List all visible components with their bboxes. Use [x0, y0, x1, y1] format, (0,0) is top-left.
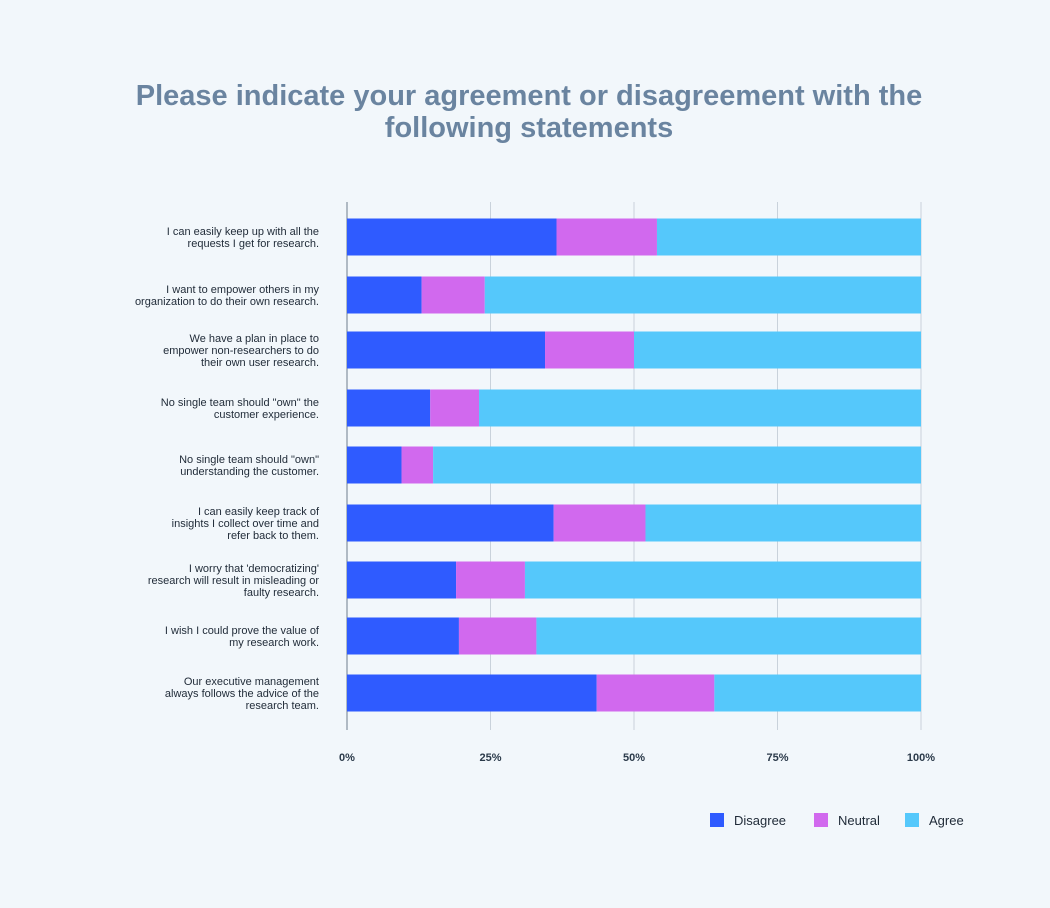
bar-agree-8	[536, 617, 921, 655]
category-label-line: empower non-researchers to do	[163, 345, 319, 357]
category-label-line: I want to empower others in my	[166, 284, 319, 296]
category-label-3: We have a plan in place to empower non-re…	[163, 333, 319, 369]
bar-agree-9	[714, 674, 921, 712]
bar-agree-7	[524, 561, 921, 599]
bar-neutral-7	[456, 561, 525, 599]
bar-neutral-4	[430, 389, 480, 427]
category-label-line: refer back to them.	[227, 530, 319, 542]
bar-agree-3	[634, 331, 921, 369]
bar-neutral-1	[556, 218, 657, 256]
x-tick-label-50: 50%	[623, 752, 645, 764]
legend: Disagree Neutral Agree	[710, 813, 964, 828]
category-label-line: organization to do their own research.	[135, 296, 319, 308]
category-label-line: I worry that 'democratizing'	[189, 563, 319, 575]
bar-disagree-4	[347, 389, 431, 427]
category-label-line: always follows the advice of the	[165, 688, 319, 700]
chart-title: Please indicate your agreement or disagr…	[135, 80, 923, 144]
category-label-line: I can easily keep track of	[198, 506, 320, 518]
category-label-1: I can easily keep up with all the request…	[167, 226, 319, 250]
bar-disagree-9	[347, 674, 597, 712]
category-label-line: No single team should "own"	[179, 454, 319, 466]
category-label-4: No single team should "own" the customer …	[161, 397, 319, 421]
category-label-line: faulty research.	[244, 587, 319, 599]
legend-label-disagree: Disagree	[734, 813, 786, 828]
bar-disagree-5	[347, 446, 402, 484]
category-label-5: No single team should "own" understanding…	[179, 454, 319, 478]
category-label-line: requests I get for research.	[188, 238, 319, 250]
legend-swatch-disagree	[710, 813, 724, 827]
bar-neutral-8	[458, 617, 537, 655]
category-label-line: my research work.	[229, 637, 319, 649]
bar-disagree-1	[347, 218, 557, 256]
bar-disagree-8	[347, 617, 459, 655]
bar-neutral-9	[596, 674, 715, 712]
x-tick-label-0: 0%	[339, 752, 355, 764]
bar-neutral-2	[421, 276, 485, 314]
legend-swatch-agree	[905, 813, 919, 827]
legend-label-agree: Agree	[929, 813, 964, 828]
bar-disagree-6	[347, 504, 554, 542]
category-label-8: I wish I could prove the value of my rese…	[165, 625, 320, 649]
category-label-line: No single team should "own" the	[161, 397, 319, 409]
x-tick-label-75: 75%	[766, 752, 788, 764]
category-label-line: customer experience.	[214, 409, 319, 421]
bar-neutral-3	[545, 331, 634, 369]
bar-disagree-7	[347, 561, 457, 599]
legend-item-disagree: Disagree	[710, 813, 786, 828]
category-labels: I can easily keep up with all the request…	[135, 226, 320, 712]
bar-agree-2	[484, 276, 921, 314]
bar-agree-5	[433, 446, 921, 484]
category-label-9: Our executive management always follows t…	[165, 676, 319, 712]
category-label-line: their own user research.	[201, 357, 319, 369]
bar-agree-4	[479, 389, 921, 427]
legend-item-agree: Agree	[905, 813, 964, 828]
x-tick-label-100: 100%	[907, 752, 935, 764]
category-label-line: I can easily keep up with all the	[167, 226, 319, 238]
bar-neutral-5	[401, 446, 434, 484]
x-tick-label-25: 25%	[479, 752, 501, 764]
category-label-line: We have a plan in place to	[190, 333, 319, 345]
bar-neutral-6	[553, 504, 646, 542]
legend-swatch-neutral	[814, 813, 828, 827]
legend-item-neutral: Neutral	[814, 813, 880, 828]
category-label-line: research team.	[246, 700, 319, 712]
category-label-2: I want to empower others in my organizati…	[135, 284, 320, 308]
category-label-7: I worry that 'democratizing' research wil…	[148, 563, 320, 599]
bar-disagree-3	[347, 331, 546, 369]
bar-agree-6	[645, 504, 921, 542]
x-axis-ticks: 0% 25% 50% 75% 100%	[339, 752, 935, 764]
bars	[347, 218, 921, 712]
category-label-line: understanding the customer.	[180, 466, 319, 478]
category-label-line: I wish I could prove the value of	[165, 625, 320, 637]
category-label-6: I can easily keep track of insights I col…	[172, 506, 320, 542]
legend-label-neutral: Neutral	[838, 813, 880, 828]
category-label-line: insights I collect over time and	[172, 518, 319, 530]
bar-disagree-2	[347, 276, 422, 314]
category-label-line: Our executive management	[184, 676, 319, 688]
category-label-line: research will result in misleading or	[148, 575, 320, 587]
bar-agree-1	[656, 218, 921, 256]
